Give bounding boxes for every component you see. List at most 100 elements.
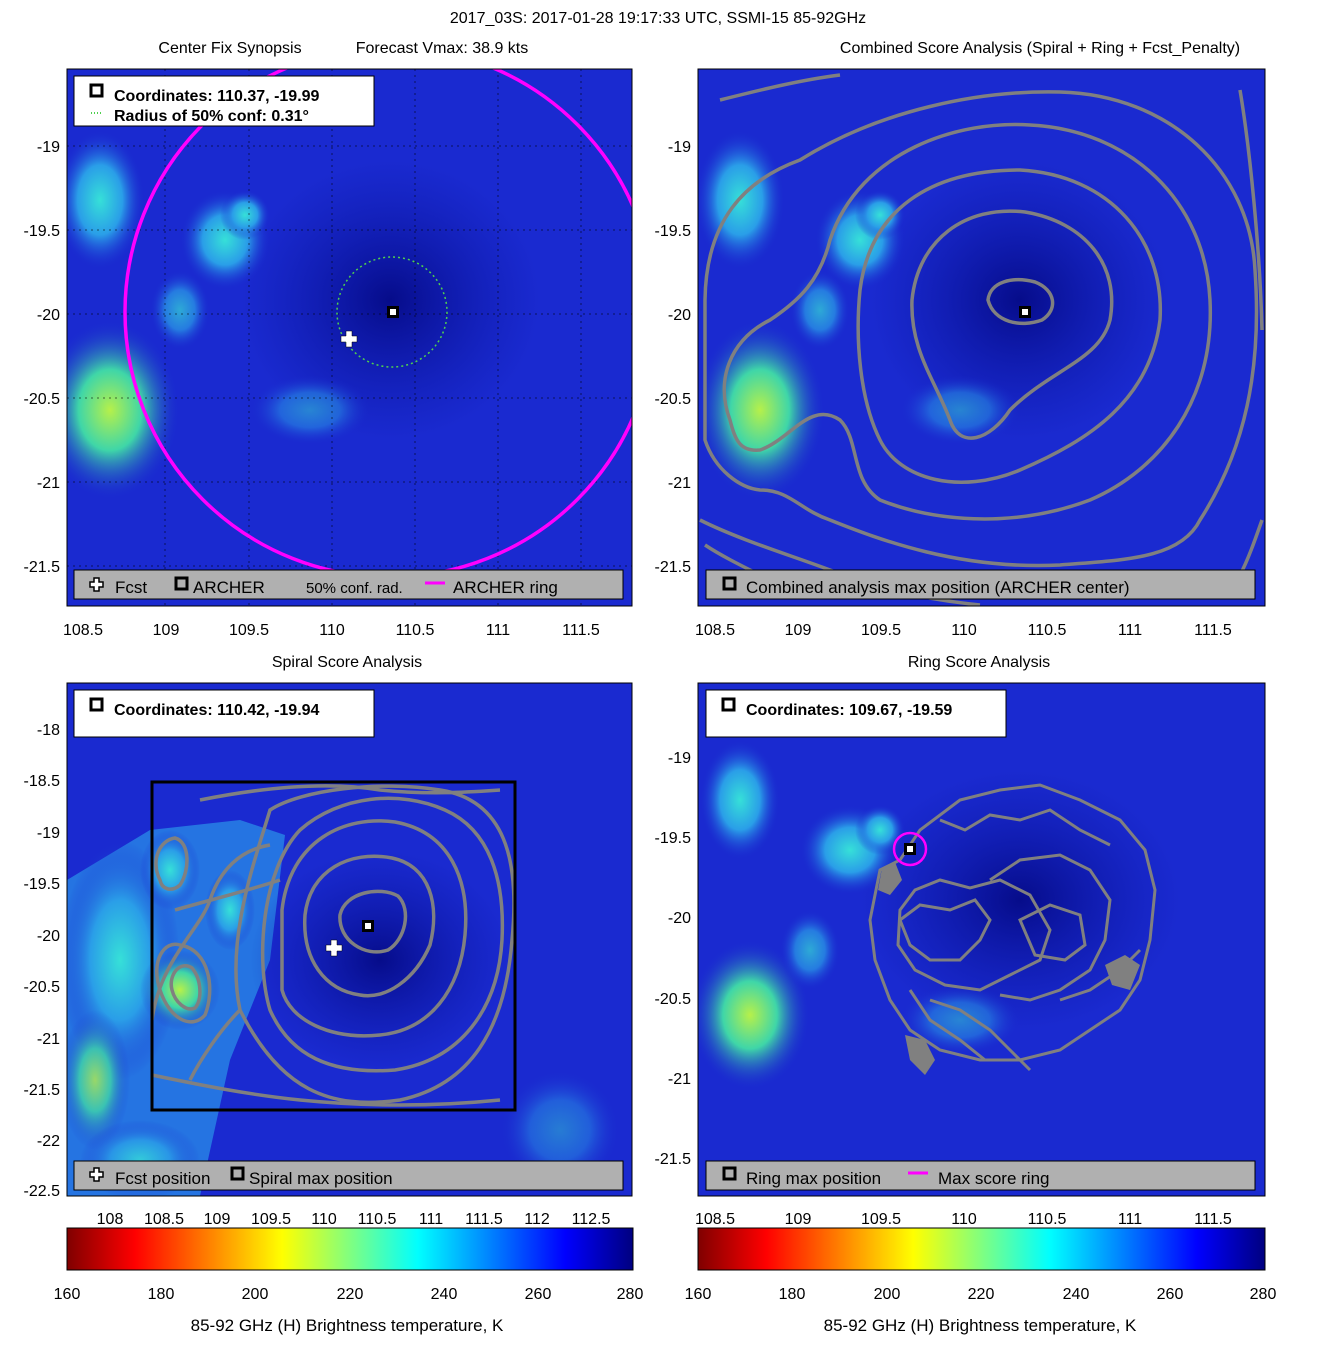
y-tick: -20.5 [24, 391, 61, 408]
x-tick: 110 [951, 1211, 977, 1228]
colorbar-ticks: 160 180 200 220 240 260 280 [685, 1286, 1277, 1303]
info-box [73, 689, 375, 738]
legend-archer-icon [174, 576, 189, 591]
legend-spiral-label: Spiral max position [249, 1169, 393, 1188]
y-tick: -20 [37, 307, 60, 324]
colorbar-left: 160 180 200 220 240 260 280 85-92 GHz (H… [54, 1227, 644, 1335]
x-tick: 108.5 [695, 1211, 735, 1228]
y-tick: -19.5 [655, 830, 692, 847]
x-tick: 108.5 [144, 1211, 184, 1228]
panel-title: Combined Score Analysis (Spiral + Ring +… [840, 40, 1240, 57]
legend-fcst-label: Fcst [115, 578, 147, 597]
info-coordinates: Coordinates: 109.67, -19.59 [746, 702, 952, 719]
x-tick: 111.5 [465, 1211, 503, 1228]
search-box [150, 780, 517, 1112]
info-marker-icon [89, 697, 104, 712]
y-tick: -20.5 [24, 979, 61, 996]
cbar-tick: 280 [617, 1286, 644, 1303]
legend-max-label: Combined analysis max position (ARCHER c… [746, 578, 1130, 597]
x-tick: 110 [311, 1211, 337, 1228]
spiral-max-marker [362, 920, 374, 932]
x-tick: 111.5 [1194, 1211, 1232, 1228]
panel-title-right: Forecast Vmax: 38.9 kts [356, 40, 529, 57]
x-tick: 112 [524, 1211, 550, 1228]
legend: Combined analysis max position (ARCHER c… [705, 569, 1256, 600]
x-tick: 110.5 [396, 622, 435, 639]
legend-fcst-icon [89, 1167, 104, 1182]
cbar-tick: 240 [431, 1286, 458, 1303]
x-tick: 111 [1118, 622, 1142, 639]
x-tick: 111 [486, 622, 510, 639]
panel-title-left: Center Fix Synopsis [158, 40, 301, 57]
combined-max-marker [1019, 306, 1031, 318]
x-tick: 109.5 [861, 1211, 901, 1228]
y-tick: -21.5 [24, 1082, 61, 1099]
y-tick: -21 [668, 1071, 691, 1088]
x-tick: 109.5 [251, 1211, 291, 1228]
x-tick: 112.5 [572, 1211, 611, 1228]
x-tick: 110.5 [1028, 622, 1067, 639]
axes-frame [66, 68, 633, 607]
x-tick: 110 [319, 622, 345, 639]
panel-combined-score: Combined Score Analysis (Spiral + Ring +… [655, 40, 1266, 639]
x-tick: 109 [153, 622, 180, 639]
x-tick: 110.5 [1028, 1211, 1067, 1228]
y-tick: -21.5 [655, 559, 692, 576]
y-tick: -20 [668, 910, 691, 927]
y-tick-labels: -18 -18.5 -19 -19.5 -20 -20.5 -21 -21.5 … [24, 722, 61, 1200]
heatmap-background [698, 683, 1265, 1196]
info-radius: Radius of 50% conf: 0.31° [114, 108, 309, 125]
panel-spiral-score: Spiral Score Analysis [24, 654, 633, 1228]
legend-ring-label: ARCHER ring [453, 578, 558, 597]
cbar-tick: 260 [525, 1286, 552, 1303]
colorbar-ticks: 160 180 200 220 240 260 280 [54, 1286, 644, 1303]
max-score-ring [892, 831, 928, 867]
y-tick: -20.5 [655, 991, 692, 1008]
y-tick: -19.5 [655, 223, 692, 240]
ring-max-marker [904, 843, 916, 855]
y-tick: -19.5 [24, 223, 61, 240]
x-tick: 109.5 [861, 622, 901, 639]
legend-score-ring-label: Max score ring [938, 1169, 1049, 1188]
cbar-tick: 260 [1157, 1286, 1184, 1303]
info-box [705, 689, 1007, 738]
heatmap-background [67, 683, 632, 1196]
y-tick-labels: -19 -19.5 -20 -20.5 -21 -21.5 [655, 750, 692, 1168]
x-tick-labels: 108 108.5 109 109.5 110 110.5 111 111.5 … [97, 1211, 611, 1228]
x-tick: 108 [97, 1211, 124, 1228]
y-tick: -18 [37, 722, 60, 739]
legend-fcst-label: Fcst position [115, 1169, 210, 1188]
cbar-tick: 200 [874, 1286, 901, 1303]
info-coordinates: Coordinates: 110.37, -19.99 [114, 88, 320, 105]
x-tick-labels: 108.5 109 109.5 110 110.5 111 111.5 [63, 622, 600, 639]
x-tick: 111 [419, 1211, 443, 1228]
y-tick: -21.5 [24, 559, 61, 576]
legend: Fcst position Spiral max position [73, 1160, 624, 1191]
y-tick: -19 [37, 139, 60, 156]
x-tick: 109.5 [229, 622, 269, 639]
y-tick: -19 [668, 750, 691, 767]
panel-center-fix: Center Fix Synopsis Forecast Vmax: 38.9 … [24, 40, 633, 639]
info-box [73, 75, 375, 127]
heatmap-background [67, 69, 632, 606]
x-tick: 111.5 [562, 622, 600, 639]
legend-max-icon [722, 576, 737, 591]
colorbar-gradient [697, 1227, 1266, 1271]
ring-score-patches [878, 862, 1140, 1075]
x-tick-labels: 108.5 109 109.5 110 110.5 111 111.5 [695, 622, 1232, 639]
legend: Ring max position Max score ring [705, 1160, 1256, 1191]
x-tick: 109 [785, 622, 812, 639]
cbar-tick: 180 [779, 1286, 806, 1303]
cbar-tick: 160 [54, 1286, 81, 1303]
x-tick: 110.5 [358, 1211, 397, 1228]
x-tick: 109 [785, 1211, 812, 1228]
cbar-tick: 220 [337, 1286, 364, 1303]
x-tick: 108.5 [695, 622, 735, 639]
axes-frame [66, 682, 633, 1197]
y-tick: -19.5 [24, 876, 61, 893]
colorbar-label: 85-92 GHz (H) Brightness temperature, K [191, 1316, 504, 1335]
legend-ring-max-label: Ring max position [746, 1169, 881, 1188]
colorbar-right: 160 180 200 220 240 260 280 85-92 GHz (H… [685, 1227, 1277, 1335]
legend: Fcst ARCHER 50% conf. rad. ARCHER ring [73, 569, 624, 600]
